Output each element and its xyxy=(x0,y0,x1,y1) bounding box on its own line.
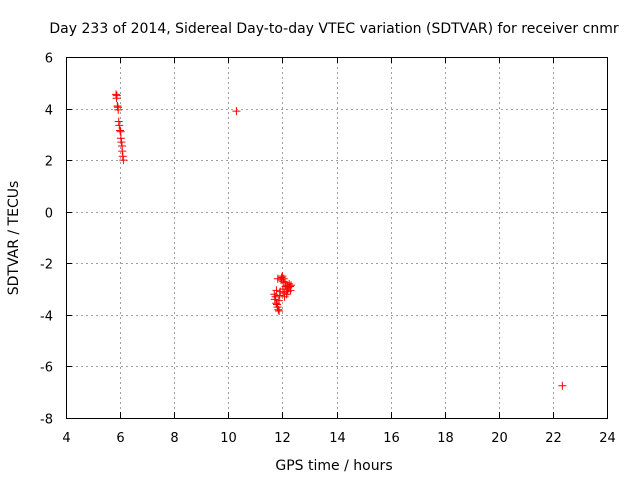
data-points xyxy=(112,90,567,390)
data-point xyxy=(114,117,123,126)
data-point xyxy=(116,126,125,135)
data-point xyxy=(271,292,280,301)
data-point xyxy=(116,134,125,143)
y-tick-label: 0 xyxy=(45,207,53,222)
data-point xyxy=(275,306,284,315)
data-point xyxy=(118,147,127,156)
data-point xyxy=(277,273,286,282)
data-point xyxy=(279,274,288,283)
data-point xyxy=(119,156,128,165)
x-tick-label: 8 xyxy=(170,431,178,446)
x-tick-label: 12 xyxy=(274,431,291,446)
y-tick-label: 2 xyxy=(45,155,53,170)
data-point xyxy=(287,281,296,290)
x-tick-label: 4 xyxy=(62,431,70,446)
y-tick-label: -8 xyxy=(40,413,53,428)
x-tick-label: 6 xyxy=(116,431,124,446)
y-tick-label: -2 xyxy=(40,258,53,273)
axis-ticks xyxy=(66,57,608,419)
data-point xyxy=(112,91,121,100)
x-tick-label: 10 xyxy=(220,431,237,446)
x-tick-label: 14 xyxy=(329,431,346,446)
grid-lines xyxy=(66,57,607,418)
data-point xyxy=(274,296,283,305)
data-point xyxy=(274,305,283,314)
data-point xyxy=(114,105,123,114)
data-point xyxy=(232,107,241,116)
x-tick-label: 24 xyxy=(599,431,616,446)
x-tick-label: 16 xyxy=(383,431,400,446)
y-tick-label: -6 xyxy=(40,361,53,376)
data-point xyxy=(558,381,567,390)
chart-title: Day 233 of 2014, Sidereal Day-to-day VTE… xyxy=(49,21,618,37)
y-tick-label: 4 xyxy=(45,104,53,119)
data-point xyxy=(112,90,121,99)
data-point xyxy=(285,282,294,291)
data-point xyxy=(117,138,126,147)
data-point xyxy=(115,121,124,130)
y-tick-label: -4 xyxy=(40,310,53,325)
data-point xyxy=(113,101,122,110)
x-axis-label: GPS time / hours xyxy=(275,458,392,474)
data-point xyxy=(272,286,281,295)
data-point xyxy=(286,286,295,295)
x-tick-label: 18 xyxy=(437,431,454,446)
data-point xyxy=(118,152,127,161)
y-axis-label: SDTVAR / TECUs xyxy=(6,181,22,296)
x-tick-label: 20 xyxy=(491,431,508,446)
y-tick-label: 6 xyxy=(45,52,53,67)
data-point xyxy=(275,291,284,300)
x-tick-label: 22 xyxy=(545,431,562,446)
